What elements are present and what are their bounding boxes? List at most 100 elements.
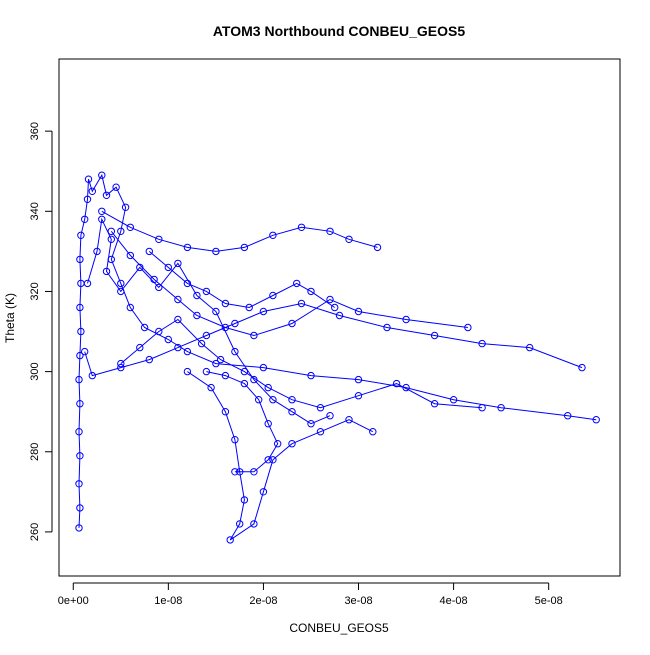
data-point (107, 235, 116, 244)
data-point (183, 279, 192, 288)
data-point (259, 307, 268, 316)
data-point (288, 396, 296, 404)
data-point (255, 396, 263, 404)
data-point (297, 223, 306, 232)
data-point (212, 247, 220, 256)
data-point (526, 343, 534, 352)
data-point (226, 536, 234, 544)
data-point (269, 456, 277, 464)
data-point (250, 331, 258, 340)
data-point (297, 299, 306, 308)
data-point (76, 303, 84, 312)
data-point (145, 247, 154, 256)
data-point (564, 412, 572, 420)
series-line (148, 251, 335, 309)
data-point (212, 359, 220, 368)
data-point (307, 371, 315, 380)
data-point (77, 231, 85, 240)
data-point (245, 303, 253, 312)
data-point (164, 335, 173, 344)
x-tick-label: 5e-08 (535, 595, 563, 607)
data-point (231, 347, 239, 356)
data-point (497, 404, 505, 412)
data-point (136, 343, 144, 352)
series-line (120, 318, 483, 409)
data-point (117, 227, 125, 236)
data-point (345, 235, 353, 244)
data-point (354, 375, 363, 384)
x-tick-label: 2e-08 (249, 595, 277, 607)
data-point (274, 440, 282, 448)
data-point (449, 396, 458, 404)
y-tick-label: 320 (29, 282, 41, 300)
y-tick-label: 360 (29, 122, 41, 140)
data-point (117, 279, 125, 288)
data-series (145, 247, 339, 312)
series-layer (75, 171, 600, 544)
data-point (373, 243, 382, 252)
data-point (231, 436, 239, 444)
x-axis-label: CONBEU_GEOS5 (289, 621, 389, 635)
data-point (307, 287, 315, 296)
data-point (136, 263, 144, 272)
data-point (326, 295, 334, 304)
data-point (174, 315, 182, 324)
data-point (240, 243, 249, 252)
data-point (354, 392, 363, 400)
data-point (264, 383, 272, 392)
data-series (202, 367, 282, 476)
data-point (326, 412, 334, 420)
data-series (183, 367, 377, 544)
data-series (98, 207, 382, 256)
data-point (83, 195, 92, 204)
data-point (174, 259, 182, 268)
series-line (87, 217, 331, 425)
y-tick-label: 340 (29, 202, 41, 220)
data-point (98, 215, 106, 224)
data-point (478, 339, 486, 348)
data-point (331, 303, 339, 312)
data-point (202, 287, 211, 296)
data-point (183, 347, 192, 356)
data-point (81, 347, 89, 356)
data-point (221, 371, 230, 380)
data-point (84, 175, 93, 183)
data-point (140, 323, 149, 332)
data-point (75, 375, 83, 384)
data-point (221, 408, 230, 416)
data-point (193, 291, 201, 300)
data-point (269, 291, 277, 300)
data-point (369, 428, 377, 436)
data-point (236, 520, 244, 528)
data-point (288, 319, 296, 328)
data-point (155, 283, 163, 292)
data-point (478, 404, 486, 412)
data-point (75, 428, 83, 436)
y-tick-label: 280 (29, 443, 41, 461)
data-series (75, 171, 600, 532)
data-point (76, 400, 84, 408)
data-point (155, 327, 163, 336)
data-point (197, 339, 206, 348)
data-point (76, 452, 84, 460)
data-point (81, 215, 89, 224)
x-axis: 0e+00 1e-08 2e-08 3e-08 4e-08 5e-08 (58, 582, 563, 607)
series-line (187, 371, 374, 541)
series-line (84, 302, 583, 377)
data-point (240, 367, 249, 376)
data-point (112, 183, 120, 191)
data-point (216, 355, 225, 364)
data-point (383, 323, 391, 332)
chart-title: ATOM3 Northbound CONBEU_GEOS5 (213, 23, 465, 39)
data-point (75, 524, 83, 532)
data-point (93, 247, 101, 256)
data-point (335, 311, 344, 320)
data-point (183, 243, 192, 252)
data-point (174, 295, 182, 304)
data-point (117, 287, 125, 296)
data-point (240, 379, 249, 388)
data-point (264, 420, 272, 428)
y-axis: 260 280 300 320 340 360 (29, 122, 53, 541)
data-point (464, 323, 472, 332)
